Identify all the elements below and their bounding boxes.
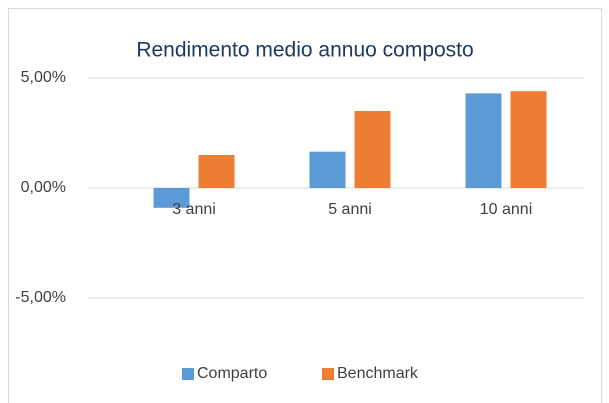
legend-swatch bbox=[182, 368, 194, 380]
x-tick-label: 5 anni bbox=[328, 201, 372, 218]
bar bbox=[309, 151, 346, 188]
bar bbox=[465, 93, 502, 188]
y-tick-label: 0,00% bbox=[21, 179, 66, 196]
legend-swatch bbox=[322, 368, 334, 380]
bar bbox=[198, 155, 235, 188]
chart-title: Rendimento medio annuo composto bbox=[136, 39, 473, 62]
bar bbox=[354, 111, 391, 188]
bar bbox=[510, 91, 547, 188]
legend-label: Benchmark bbox=[337, 365, 419, 382]
x-tick-label: 10 anni bbox=[480, 201, 533, 218]
x-tick-label: 3 anni bbox=[172, 201, 216, 218]
chart-border bbox=[8, 8, 602, 403]
bar bbox=[153, 188, 190, 208]
y-tick-label: -5,00% bbox=[15, 289, 66, 306]
y-tick-label: 5,00% bbox=[21, 69, 66, 86]
legend-label: Comparto bbox=[197, 365, 267, 382]
